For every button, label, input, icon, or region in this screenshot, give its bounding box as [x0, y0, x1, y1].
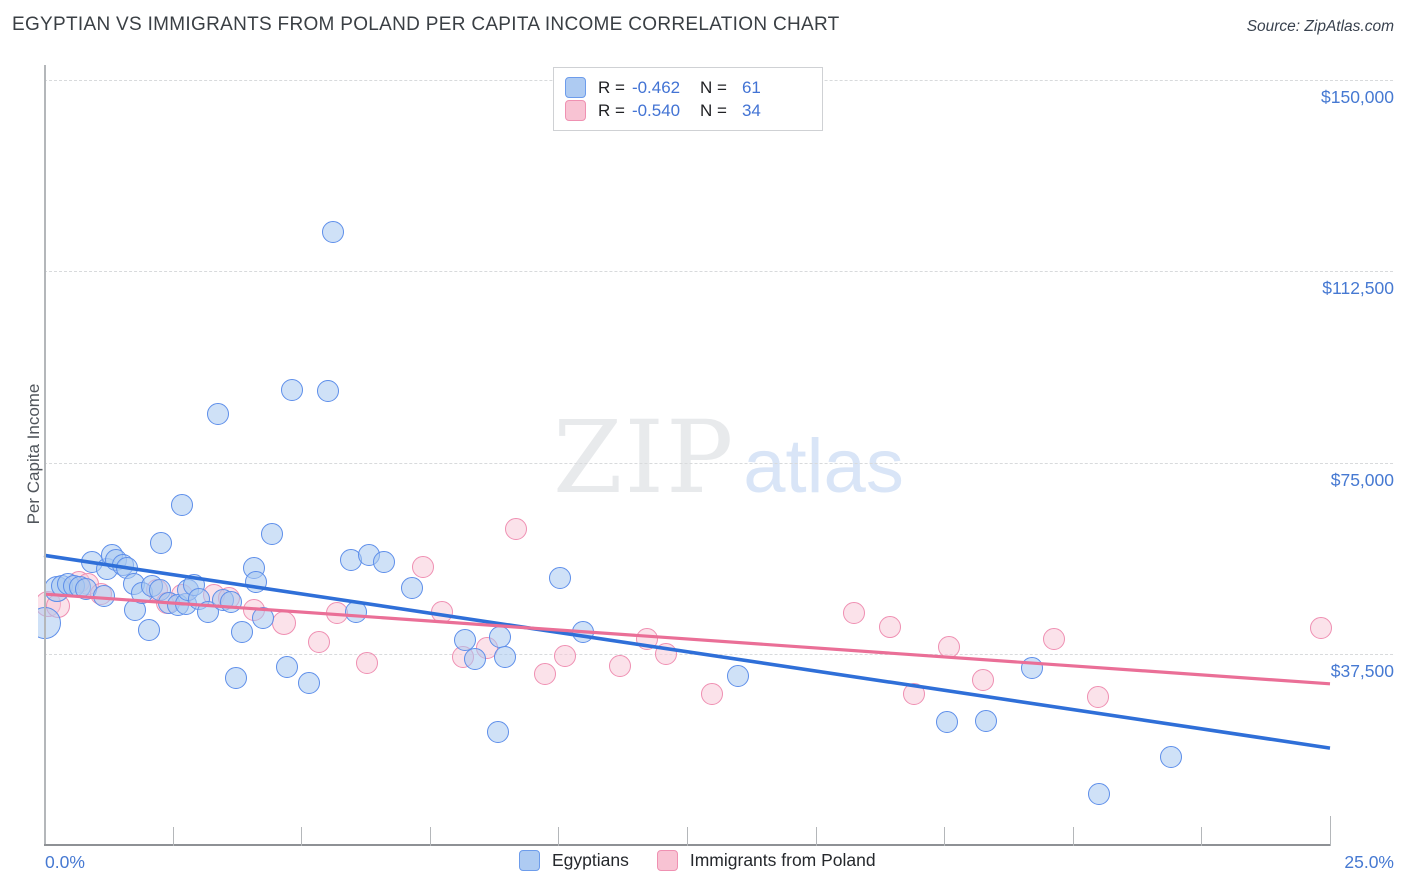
scatter-point-egyptians: [727, 664, 750, 687]
scatter-point-egyptians: [1087, 783, 1110, 805]
y-axis-line: [44, 65, 46, 845]
gridline: [44, 653, 1393, 655]
poland-swatch-icon: [656, 850, 678, 871]
scatter-point-poland: [878, 616, 901, 639]
scatter-point-poland: [533, 662, 556, 685]
scatter-point-poland: [1087, 686, 1109, 709]
poland-swatch-icon: [565, 100, 586, 121]
x-tick-mark: [687, 827, 688, 846]
scatter-point-egyptians: [463, 647, 486, 670]
scatter-point-poland: [505, 518, 528, 541]
scatter-point-egyptians: [316, 379, 339, 402]
x-axis-max-label: 25.0%: [1344, 852, 1394, 872]
scatter-point-egyptians: [149, 531, 172, 554]
scatter-point-poland: [1309, 617, 1332, 640]
gridline: [44, 271, 1393, 273]
n-value: 61: [741, 77, 761, 97]
scatter-point-egyptians: [251, 607, 274, 630]
scatter-point-egyptians: [494, 645, 517, 668]
scatter-point-poland: [412, 555, 435, 578]
egyptians-swatch-icon: [565, 77, 586, 98]
x-tick-mark: [815, 827, 817, 846]
scatter-point-egyptians: [170, 493, 193, 516]
scatter-point-egyptians: [280, 378, 303, 401]
legend-item-label: Egyptians: [552, 850, 629, 870]
source-attribution: Source: ZipAtlas.com: [1246, 18, 1394, 35]
scatter-point-egyptians: [224, 667, 247, 690]
y-tick-label: $150,000: [1321, 87, 1394, 107]
x-tick-mark: [301, 827, 303, 846]
trend-line-egyptians: [43, 553, 1331, 750]
y-tick-label: $112,500: [1322, 278, 1394, 299]
scatter-point-poland: [1042, 627, 1065, 650]
legend-row-egyptians: R = -0.462 N = 61: [565, 76, 810, 99]
scatter-point-poland: [308, 631, 331, 654]
scatter-point-egyptians: [487, 720, 510, 743]
legend-item-label: Immigrants from Poland: [689, 850, 876, 870]
y-tick-label: $37,500: [1330, 660, 1394, 681]
scatter-point-egyptians: [974, 710, 997, 733]
y-tick-label: $75,000: [1330, 469, 1394, 490]
r-value: -0.540: [631, 100, 681, 120]
scatter-point-egyptians: [549, 567, 572, 590]
scatter-point-poland: [842, 602, 865, 625]
series-legend: Egyptians Immigrants from Poland: [519, 850, 876, 871]
scatter-point-egyptians: [276, 656, 299, 678]
scatter-point-poland: [700, 682, 723, 705]
scatter-point-egyptians: [231, 620, 254, 643]
scatter-point-egyptians: [373, 550, 396, 573]
page-title: EGYPTIAN VS IMMIGRANTS FROM POLAND PER C…: [12, 14, 840, 35]
scatter-point-poland: [553, 644, 576, 667]
gridline: [44, 462, 1393, 464]
x-tick-mark: [1330, 816, 1331, 846]
scatter-point-egyptians: [1159, 745, 1182, 768]
scatter-point-egyptians: [454, 629, 477, 652]
scatter-point-egyptians: [137, 618, 160, 641]
trend-lines-layer: [43, 553, 1331, 750]
x-tick-mark: [172, 827, 174, 846]
scatter-point-egyptians: [93, 584, 116, 607]
scatter-point-egyptians: [298, 671, 321, 694]
egyptians-swatch-icon: [519, 850, 540, 871]
x-tick-mark: [1072, 827, 1074, 846]
correlation-stats-legend: R = -0.462 N = 61 R = -0.540 N = 34: [553, 67, 823, 131]
scatter-point-poland: [608, 654, 631, 677]
r-label: R =: [598, 77, 625, 97]
x-tick-mark: [558, 827, 560, 846]
n-label: N =: [699, 100, 727, 120]
legend-item-egyptians: Egyptians: [519, 850, 629, 871]
r-label: R =: [598, 100, 625, 120]
scatter-point-egyptians: [322, 221, 345, 244]
n-label: N =: [699, 77, 727, 97]
legend-item-poland: Immigrants from Poland: [656, 850, 876, 871]
scatter-point-poland: [356, 651, 379, 674]
r-value: -0.462: [631, 77, 681, 97]
scatter-point-egyptians: [401, 577, 424, 600]
x-tick-mark: [1201, 827, 1203, 846]
plot-area: [38, 60, 1336, 846]
n-value: 34: [741, 100, 761, 120]
legend-row-poland: R = -0.540 N = 34: [565, 99, 810, 122]
x-tick-mark: [429, 827, 431, 846]
x-axis-min-label: 0.0%: [45, 852, 85, 872]
scatter-point-poland: [971, 668, 994, 691]
trend-line-poland: [43, 592, 1331, 686]
scatter-point-egyptians: [261, 522, 284, 545]
x-tick-mark: [944, 827, 946, 846]
scatter-point-egyptians: [935, 711, 958, 734]
scatter-point-egyptians: [207, 403, 230, 426]
